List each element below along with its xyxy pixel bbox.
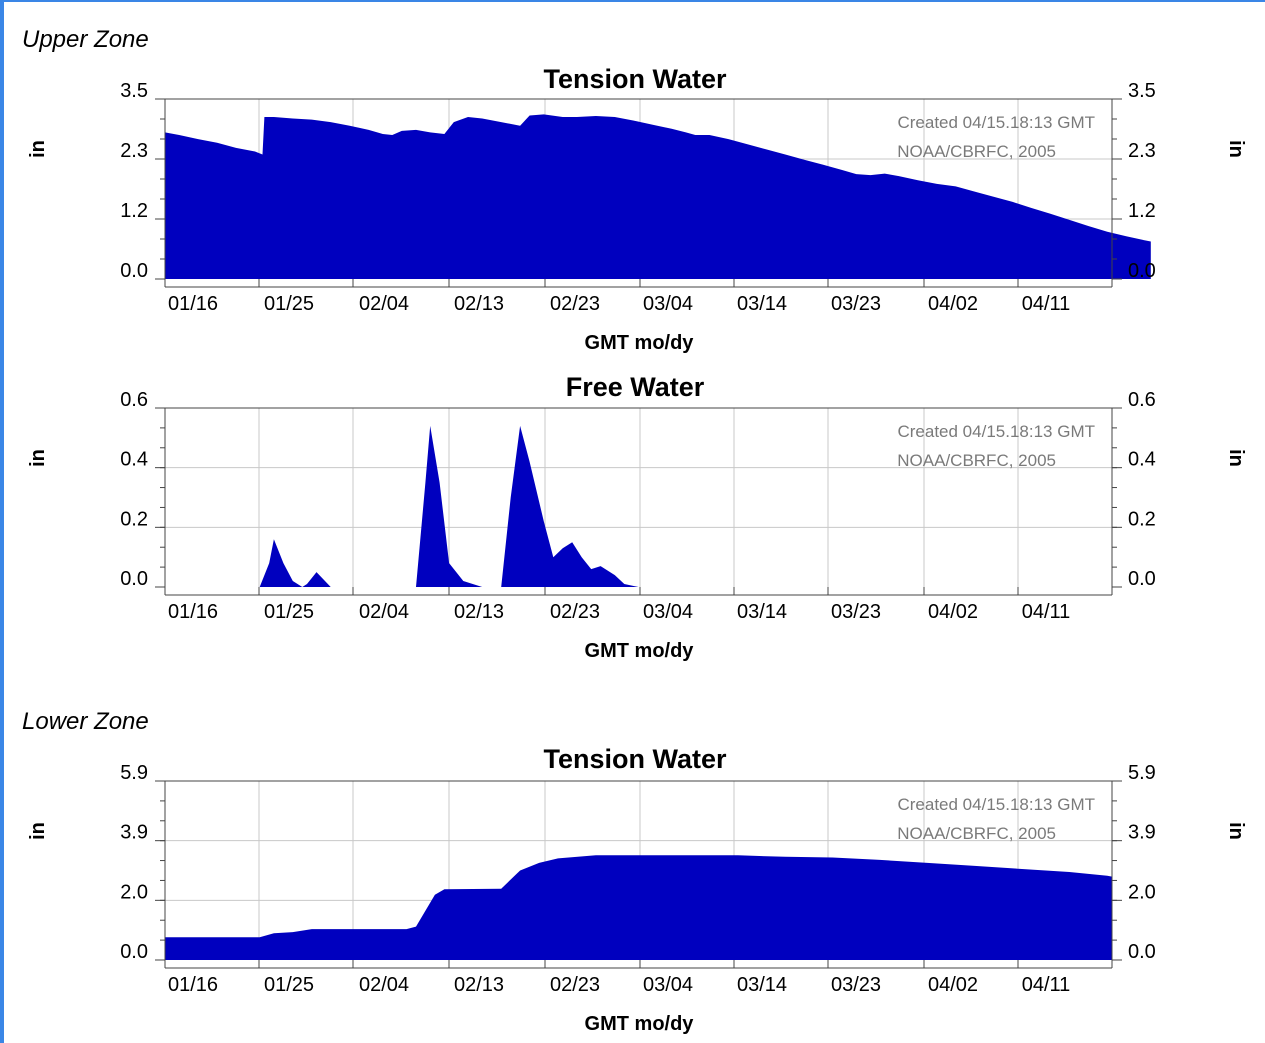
- area-series: [165, 855, 1112, 960]
- upper-zone-label: Upper Zone: [22, 26, 149, 53]
- y-tick-label-left: 3.9: [120, 822, 148, 844]
- x-tick-label: 03/04: [643, 293, 693, 315]
- chart-title: Free Water: [566, 372, 705, 402]
- annotation-created: Created 04/15.18:13 GMT: [897, 795, 1095, 814]
- x-tick-label: 04/02: [928, 974, 978, 996]
- y-tick-label-right: 2.3: [1128, 140, 1156, 162]
- x-tick-label: 03/14: [737, 293, 787, 315]
- y-tick-label-left: 0.0: [120, 568, 148, 590]
- annotation-source: NOAA/CBRFC, 2005: [897, 142, 1056, 161]
- y-axis-label-right: in: [1225, 449, 1247, 467]
- x-tick-label: 01/25: [264, 974, 314, 996]
- x-tick-label: 03/23: [831, 601, 881, 623]
- x-tick-label: 01/16: [168, 601, 218, 623]
- annotation-created: Created 04/15.18:13 GMT: [897, 422, 1095, 441]
- y-axis-label-right: in: [1225, 140, 1247, 158]
- y-tick-label-right: 0.0: [1128, 568, 1156, 590]
- x-tick-label: 01/25: [264, 293, 314, 315]
- lower-zone-label: Lower Zone: [22, 708, 149, 735]
- x-tick-label: 02/13: [454, 293, 504, 315]
- x-tick-label: 03/14: [737, 974, 787, 996]
- y-tick-label-left: 2.3: [120, 140, 148, 162]
- y-tick-label-right: 0.0: [1128, 260, 1156, 282]
- y-tick-label-left: 0.6: [120, 389, 148, 411]
- chart-title: Tension Water: [543, 64, 727, 94]
- annotation-created: Created 04/15.18:13 GMT: [897, 113, 1095, 132]
- x-tick-label: 04/11: [1022, 293, 1071, 315]
- x-tick-label: 03/04: [643, 974, 693, 996]
- y-tick-label-right: 5.9: [1128, 762, 1156, 784]
- x-tick-label: 01/16: [168, 293, 218, 315]
- y-tick-label-left: 1.2: [120, 200, 148, 222]
- x-tick-label: 03/23: [831, 974, 881, 996]
- y-axis-label-right: in: [1225, 822, 1247, 840]
- y-tick-label-right: 0.6: [1128, 389, 1156, 411]
- annotation-source: NOAA/CBRFC, 2005: [897, 824, 1056, 843]
- x-tick-label: 01/16: [168, 974, 218, 996]
- x-tick-label: 02/23: [550, 293, 600, 315]
- x-tick-label: 02/23: [550, 974, 600, 996]
- y-tick-label-right: 0.0: [1128, 941, 1156, 963]
- x-tick-label: 04/02: [928, 601, 978, 623]
- area-series: [165, 114, 1151, 280]
- y-tick-label-right: 3.5: [1128, 80, 1156, 102]
- x-tick-label: 02/04: [359, 293, 409, 315]
- y-tick-label-left: 0.0: [120, 941, 148, 963]
- y-axis-label-left: in: [27, 822, 49, 840]
- x-tick-label: 02/13: [454, 974, 504, 996]
- y-axis-label-left: in: [27, 449, 49, 467]
- annotation-source: NOAA/CBRFC, 2005: [897, 451, 1056, 470]
- y-tick-label-right: 3.9: [1128, 822, 1156, 844]
- x-axis-label: GMT mo/dy: [585, 1013, 695, 1035]
- y-tick-label-left: 3.5: [120, 80, 148, 102]
- x-axis-label: GMT mo/dy: [585, 332, 695, 354]
- x-tick-label: 03/14: [737, 601, 787, 623]
- x-tick-label: 01/25: [264, 601, 314, 623]
- y-tick-label-left: 0.0: [120, 260, 148, 282]
- x-tick-label: 04/11: [1022, 601, 1071, 623]
- x-tick-label: 03/23: [831, 293, 881, 315]
- y-tick-label-left: 2.0: [120, 881, 148, 903]
- y-tick-label-left: 5.9: [120, 762, 148, 784]
- x-tick-label: 02/23: [550, 601, 600, 623]
- y-tick-label-right: 2.0: [1128, 881, 1156, 903]
- chart-title: Tension Water: [543, 744, 727, 774]
- x-axis-label: GMT mo/dy: [585, 640, 695, 662]
- x-tick-label: 03/04: [643, 601, 693, 623]
- y-axis-label-left: in: [27, 140, 49, 158]
- y-tick-label-right: 1.2: [1128, 200, 1156, 222]
- y-tick-label-right: 0.2: [1128, 508, 1156, 530]
- x-tick-label: 02/04: [359, 601, 409, 623]
- y-tick-label-left: 0.4: [120, 449, 148, 471]
- area-series: [259, 425, 639, 587]
- x-tick-label: 02/13: [454, 601, 504, 623]
- y-tick-label-right: 0.4: [1128, 449, 1156, 471]
- x-tick-label: 02/04: [359, 974, 409, 996]
- y-tick-label-left: 0.2: [120, 508, 148, 530]
- x-tick-label: 04/11: [1022, 974, 1071, 996]
- x-tick-label: 04/02: [928, 293, 978, 315]
